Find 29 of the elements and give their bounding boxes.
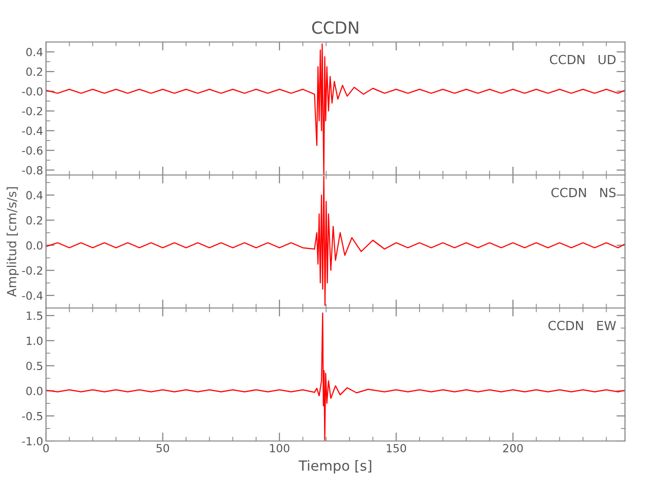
y-tick-label: 0.2 [26,216,42,225]
y-tick-label: -0.0 [22,87,42,96]
y-tick-label: -1.0 [22,436,42,446]
y-tick-label: 0.4 [26,191,43,200]
y-tick-label: -0.4 [22,291,43,300]
y-tick-label: 0.4 [26,48,43,56]
y-tick-label: 0.0 [26,386,42,396]
x-tick-label: 100 [270,444,290,452]
y-axis-title: Amplitud [cm/s/s] [6,187,19,297]
y-tick-label: 1.5 [26,312,42,320]
annotation: CCDN EW [548,320,616,330]
y-tick-label: -0.6 [22,146,43,155]
y-tick-label: 0.2 [26,68,42,76]
x-tick-label: 0 [43,444,49,452]
y-tick-label: -0.8 [22,166,42,174]
x-tick-label: 200 [503,444,523,452]
y-tick-label: -0.2 [22,106,42,116]
y-tick-label: -0.5 [22,412,42,420]
x-tick-label: 150 [386,444,406,452]
y-tick-label: 0.5 [26,362,42,370]
x-axis-title: Tiempo [s] [298,460,372,474]
y-tick-label: -0.2 [22,266,42,275]
y-tick-label: 0.0 [26,241,42,250]
annotation: CCDN UD [550,54,616,64]
chart-title: CCDN [312,21,358,34]
x-tick-label: 50 [156,444,170,452]
y-tick-label: 1.0 [26,336,42,345]
annotation: CCDN NS [551,188,616,198]
y-tick-label: -0.4 [22,126,43,136]
